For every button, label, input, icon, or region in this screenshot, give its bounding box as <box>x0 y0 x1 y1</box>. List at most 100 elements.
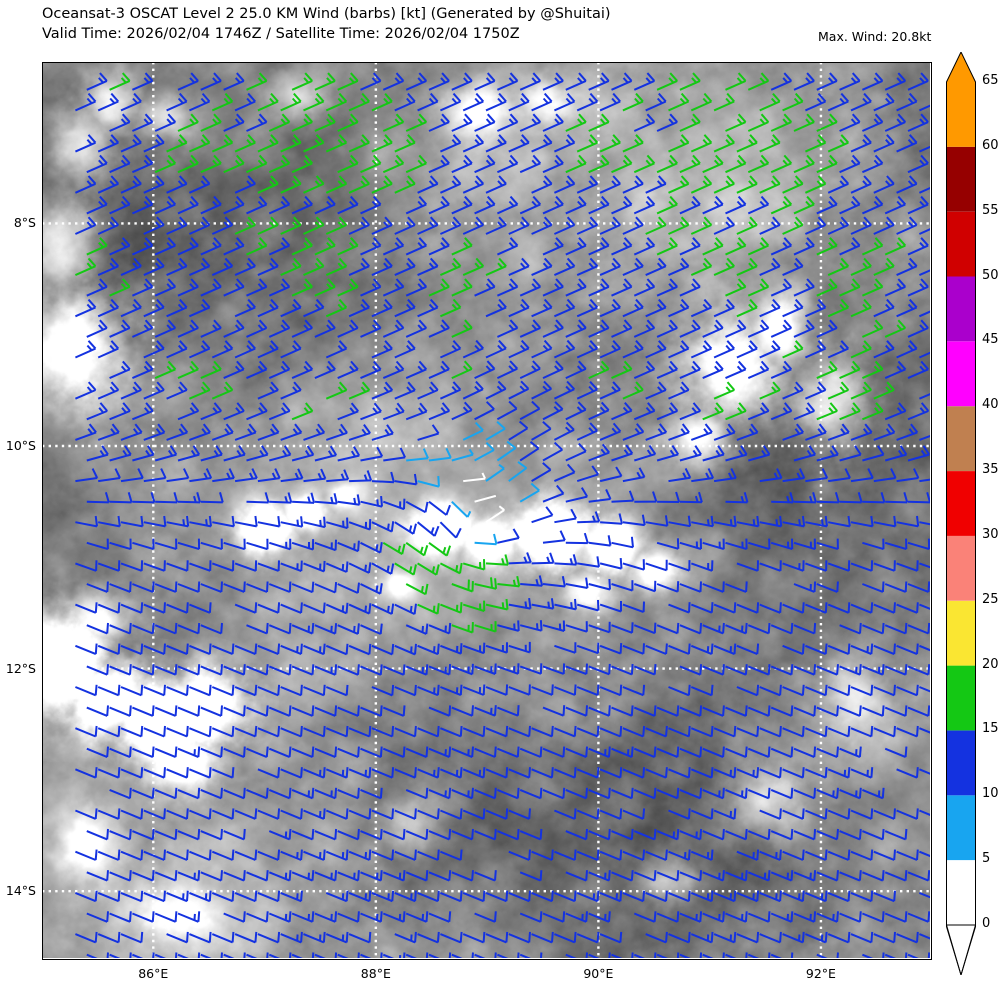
barb-full <box>315 257 325 267</box>
barb-full <box>213 360 222 370</box>
barb-staff <box>451 326 473 338</box>
wind-barb <box>816 445 839 462</box>
barb-half <box>748 139 754 146</box>
barb-full <box>664 515 669 526</box>
barb-staff <box>474 830 496 841</box>
barb-full <box>733 602 737 613</box>
wind-barb <box>862 664 885 676</box>
barb-half <box>702 262 709 269</box>
wind-barb <box>919 562 930 569</box>
barb-full <box>680 298 690 309</box>
barb-staff <box>348 141 370 153</box>
barb-full <box>173 492 179 503</box>
wind-barb <box>291 787 315 800</box>
barb-full <box>532 360 541 370</box>
wind-barb <box>782 340 804 359</box>
barb-full <box>482 808 486 819</box>
wind-barb <box>839 237 861 256</box>
barb-full <box>485 401 495 410</box>
wind-barb <box>154 746 178 759</box>
wind-barb <box>177 538 201 551</box>
barb-staff <box>463 477 486 483</box>
barb-half <box>315 428 322 435</box>
barb-full <box>594 511 601 522</box>
barb-half <box>177 97 184 104</box>
wind-barb <box>884 664 908 676</box>
wind-barb <box>280 468 304 483</box>
barb-half <box>636 471 642 479</box>
barb-staff <box>577 520 600 524</box>
barb-full <box>418 360 428 370</box>
wind-barb <box>622 559 645 571</box>
wind-barb <box>713 340 735 359</box>
satellite-wind-plot[interactable] <box>42 62 930 958</box>
barb-staff <box>816 583 838 593</box>
wind-barb <box>850 602 874 614</box>
wind-barb <box>873 134 895 153</box>
barb-staff <box>622 347 644 359</box>
barb-half <box>485 200 492 207</box>
barb-full <box>646 113 656 123</box>
wind-barb <box>143 468 167 483</box>
wind-barb <box>371 725 395 738</box>
barb-half <box>542 262 549 269</box>
barb-staff <box>120 768 142 779</box>
barb-half <box>622 406 629 413</box>
barb-staff <box>268 244 290 256</box>
barb-full <box>300 849 303 861</box>
barb-full <box>224 340 234 350</box>
wind-barb <box>850 381 872 400</box>
barb-staff <box>371 809 393 820</box>
wind-barb <box>348 643 372 656</box>
wind-barb <box>816 492 840 504</box>
barb-full <box>379 542 383 553</box>
wind-barb <box>97 602 121 614</box>
wind-barb <box>531 552 555 565</box>
barb-half <box>497 344 503 351</box>
barb-half <box>679 262 686 269</box>
wind-barb <box>189 684 212 697</box>
barb-staff <box>257 431 279 441</box>
barb-full <box>315 134 325 144</box>
wind-barb <box>257 725 281 738</box>
barb-half <box>98 407 105 414</box>
barb-half <box>828 365 834 372</box>
wind-barb <box>451 705 474 717</box>
barb-half <box>816 97 823 104</box>
barb-full <box>824 515 828 527</box>
wind-barb <box>451 746 474 759</box>
wind-barb <box>679 828 703 841</box>
wind-barb <box>554 554 578 566</box>
barb-full <box>201 175 211 185</box>
wind-barb <box>531 134 553 153</box>
wind-barb <box>132 492 156 504</box>
barb-staff <box>542 367 564 380</box>
barb-staff <box>268 788 290 800</box>
barb-staff <box>542 706 564 717</box>
wind-barb <box>154 581 178 593</box>
barb-full <box>228 468 235 479</box>
barb-staff <box>303 809 325 820</box>
wind-barb <box>154 664 178 676</box>
wind-barb <box>759 381 781 400</box>
barb-half <box>907 262 914 269</box>
barb-half <box>508 159 515 166</box>
barb-staff <box>576 809 598 820</box>
barb-staff <box>211 389 233 400</box>
barb-staff <box>827 347 849 359</box>
wind-barb <box>519 72 542 91</box>
barb-full <box>111 423 120 434</box>
barb-full <box>305 402 314 412</box>
barb-staff <box>668 727 690 738</box>
barb-staff <box>120 141 142 153</box>
wind-barb <box>599 849 623 861</box>
barb-staff <box>508 141 530 153</box>
wind-barb <box>919 521 930 526</box>
barb-full <box>801 643 805 655</box>
barb-full <box>574 598 577 610</box>
barb-staff <box>246 500 269 504</box>
barb-staff <box>839 410 861 421</box>
barb-full <box>236 360 245 370</box>
barb-full <box>927 870 930 881</box>
wind-barb <box>474 113 496 132</box>
